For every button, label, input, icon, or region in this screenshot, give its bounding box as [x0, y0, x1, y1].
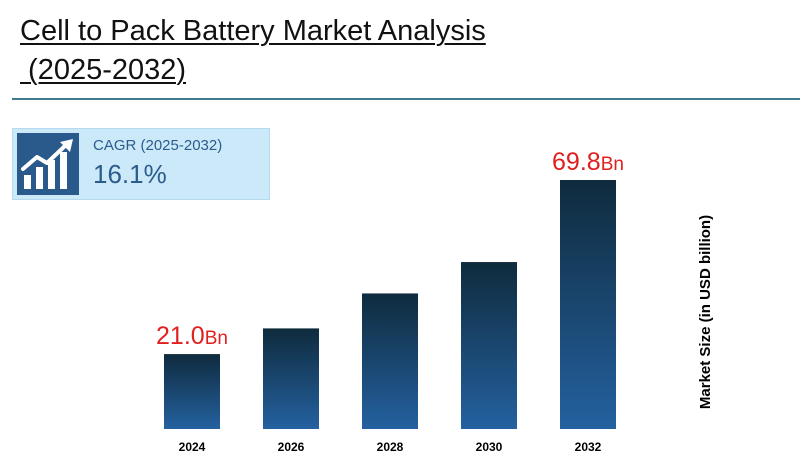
- title-line-2: (2025-2032): [20, 54, 187, 86]
- x-tick-label-2030: 2030: [476, 440, 503, 454]
- bar-2028: [362, 293, 418, 429]
- data-label-2032: 69.8Bn: [552, 148, 624, 176]
- x-tick-label-2024: 2024: [179, 440, 206, 454]
- x-tick-label-2028: 2028: [377, 440, 404, 454]
- y-axis-label-text: Market Size (in USD billion): [697, 215, 714, 409]
- growth-chart-icon: [17, 133, 79, 195]
- cagr-value: 16.1%: [93, 159, 167, 189]
- page-title: Cell to Pack Battery Market Analysis (20…: [20, 12, 486, 90]
- data-label-2024: 21.0Bn: [156, 322, 228, 350]
- bar-2032: [560, 180, 616, 429]
- bar-2024: [164, 354, 220, 429]
- bar-2030: [461, 262, 517, 429]
- cagr-callout: CAGR (2025-2032) 16.1%: [12, 128, 270, 200]
- title-divider: [12, 98, 800, 100]
- y-axis-label: Market Size (in USD billion): [697, 215, 714, 409]
- x-tick-label-2026: 2026: [278, 440, 305, 454]
- cagr-label: CAGR (2025-2032): [93, 137, 223, 154]
- x-tick-label-2032: 2032: [575, 440, 602, 454]
- bar-2026: [263, 328, 319, 429]
- title-line-1: Cell to Pack Battery Market Analysis: [20, 15, 486, 47]
